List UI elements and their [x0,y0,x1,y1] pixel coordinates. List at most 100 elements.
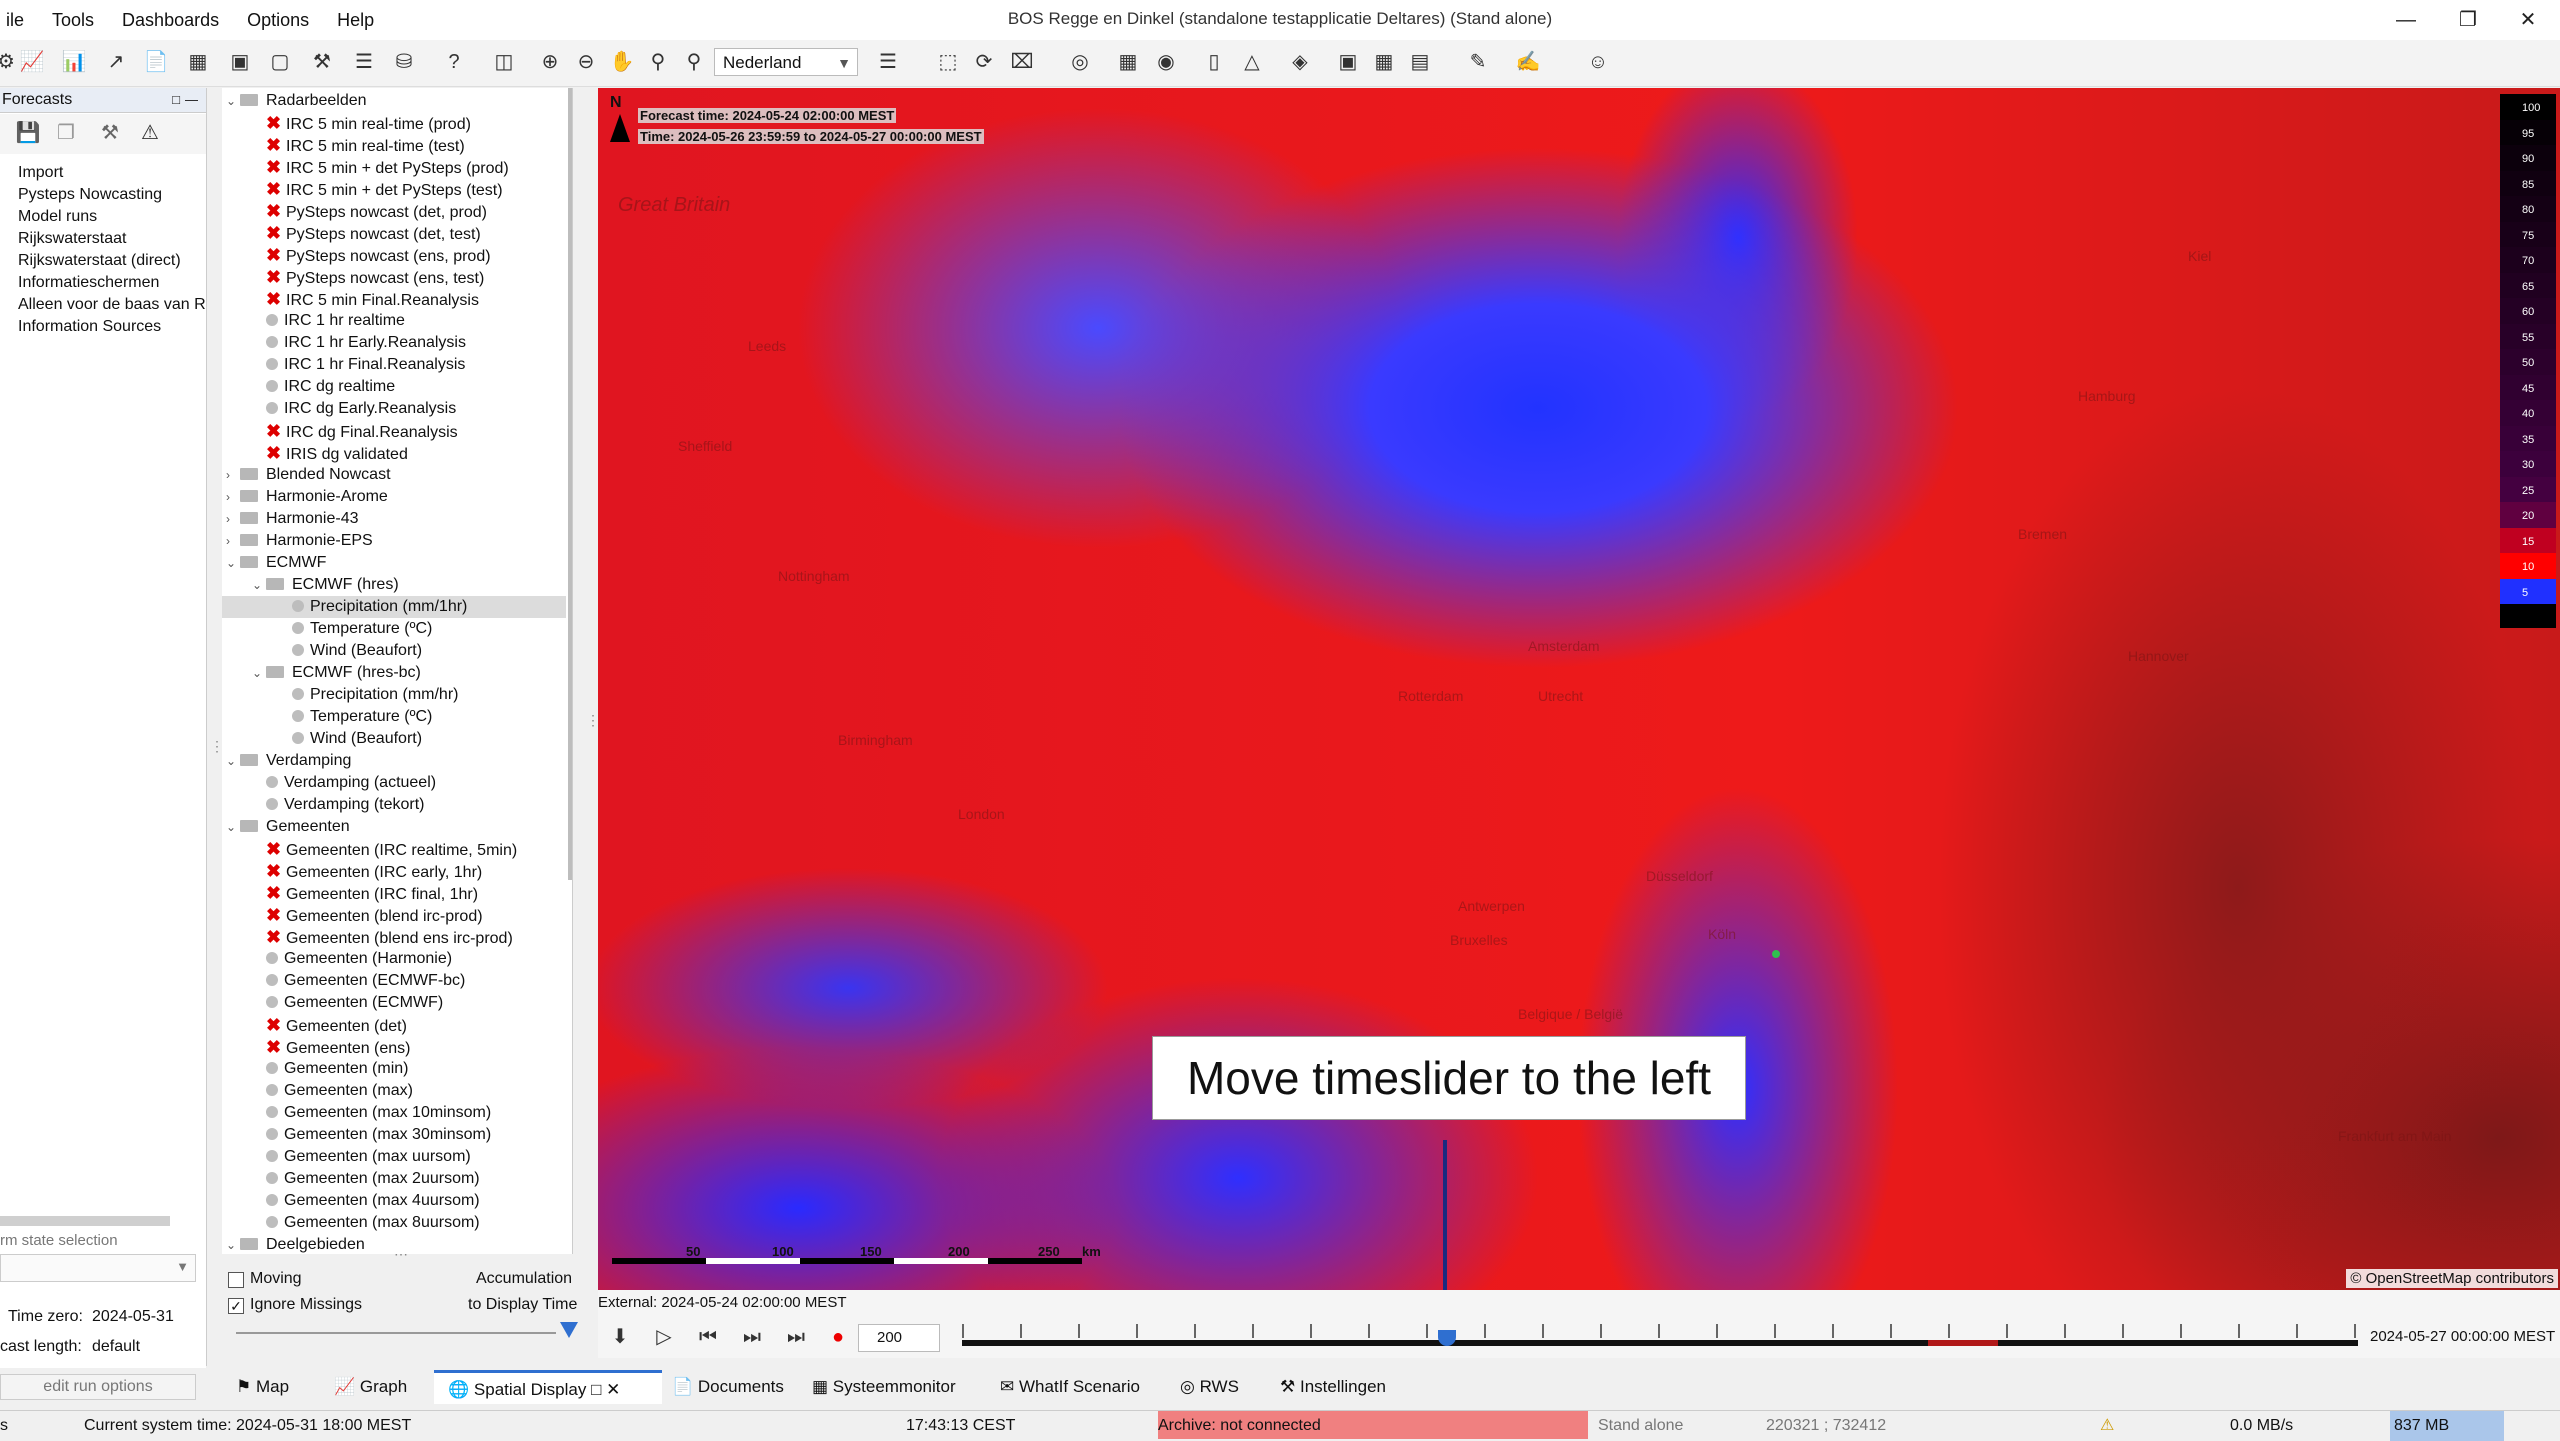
chevron-down-icon[interactable]: ⌄ [252,666,263,680]
tree-node[interactable]: ✖ PySteps nowcast (ens, prod) [222,244,566,266]
chevron-down-icon[interactable]: ⌄ [226,1238,237,1252]
pan-icon[interactable]: ✋ [609,51,635,73]
tree-node[interactable]: ✖ PySteps nowcast (det, test) [222,222,566,244]
bar-icon[interactable]: ▯ [1208,51,1220,73]
panel-icon[interactable]: ▤ [1410,51,1430,73]
timeslider-thumb[interactable] [1438,1330,1456,1346]
tiles-icon[interactable]: ▦ [1374,51,1394,73]
menu-dashboards[interactable]: Dashboards [122,10,220,30]
tree-node[interactable]: ✖ Gemeenten (IRC early, 1hr) [222,860,566,882]
grid-icon[interactable]: ▦ [1118,51,1138,73]
tree-node[interactable]: Verdamping (actueel) [222,772,566,794]
table-icon[interactable]: ▦ [188,51,208,73]
play-icon[interactable]: ▷ [656,1326,672,1348]
menu-file[interactable]: ile [6,10,25,30]
file-icon[interactable]: ▢ [270,51,290,73]
tree-node[interactable]: Precipitation (mm/1hr) [222,596,566,618]
chart-icon[interactable]: 📈 [19,51,45,73]
tree-node[interactable]: IRC dg Early.Reanalysis [222,398,566,420]
region-select[interactable]: Nederland ▼ [714,48,858,76]
minimize-icon[interactable]: — [2396,9,2416,31]
tree-node[interactable]: Wind (Beaufort) [222,728,566,750]
download-icon[interactable]: ⬇ [611,1326,629,1348]
list-icon[interactable]: ☰ [355,51,373,73]
horizontal-scrollbar[interactable] [0,1216,170,1226]
tab-documents[interactable]: 📄 Documents [672,1370,792,1404]
chevron-right-icon[interactable]: › [226,534,230,548]
graph-icon[interactable]: 📊 [61,51,87,73]
target-icon[interactable]: ◎ [1071,51,1089,73]
tab-map[interactable]: ⚑ Map [236,1370,314,1404]
tree-node[interactable]: Gemeenten (ECMWF) [222,992,566,1014]
tree-node[interactable]: Wind (Beaufort) [222,640,566,662]
accumulation-slider-thumb[interactable] [560,1322,578,1338]
chevron-right-icon[interactable]: › [226,468,230,482]
forecast-item[interactable]: Model runs [18,208,98,225]
tree-node[interactable]: Gemeenten (max) [222,1080,566,1102]
toolbar-icon-1[interactable]: ⚙ [0,51,15,73]
tree-node[interactable]: ✖ IRC 5 min Final.Reanalysis [222,288,566,310]
tree-node[interactable]: ✖ Gemeenten (blend ens irc-prod) [222,926,566,948]
tree-node[interactable]: Gemeenten (ECMWF-bc) [222,970,566,992]
tree-node[interactable]: IRC dg realtime [222,376,566,398]
zoom-in-icon[interactable]: ⊕ [541,51,559,73]
chevron-right-icon[interactable]: › [226,512,230,526]
ignore-missings-checkbox[interactable]: ✓ [228,1298,244,1314]
tab-rws[interactable]: ◎ RWS [1180,1370,1260,1404]
tree-node[interactable]: ✖ Gemeenten (IRC realtime, 5min) [222,838,566,860]
pen-icon[interactable]: ✎ [1469,51,1487,73]
tree-node[interactable]: ✖ IRC 5 min real-time (prod) [222,112,566,134]
overlay-icon[interactable]: ◈ [1292,51,1308,73]
database-icon[interactable]: ⛁ [395,51,413,73]
tree-node[interactable]: ⌄ Deelgebieden [222,1234,566,1254]
warning-icon[interactable]: ⚠ [141,122,159,144]
step-back-icon[interactable]: ⏮ [699,1326,717,1348]
tab-float-icon[interactable]: □ [591,1380,602,1399]
edit-run-options-button[interactable]: edit run options [0,1374,196,1400]
line-chart-icon[interactable]: ↗ [107,51,125,73]
record-icon[interactable]: ● [831,1326,845,1348]
tab-close-icon[interactable]: ✕ [606,1380,621,1399]
image-icon[interactable]: ▣ [230,51,250,73]
tree-node[interactable]: IRC 1 hr Final.Reanalysis [222,354,566,376]
tree-node[interactable]: ✖ PySteps nowcast (ens, test) [222,266,566,288]
tree-node[interactable]: › Harmonie-43 [222,508,566,530]
chevron-down-icon[interactable]: ⌄ [252,578,263,592]
value-icon[interactable]: ◉ [1157,51,1175,73]
tree-node[interactable]: ✖ PySteps nowcast (det, prod) [222,200,566,222]
tree-node[interactable]: Gemeenten (max uursom) [222,1146,566,1168]
tab-spatial-display[interactable]: 🌐 Spatial Display □ ✕ [434,1370,662,1404]
wrench-icon[interactable]: ⚒ [101,122,119,144]
tree-node[interactable]: Gemeenten (Harmonie) [222,948,566,970]
help-icon[interactable]: ? [448,51,460,73]
tree-node[interactable]: Temperature (ºC) [222,618,566,640]
forecast-item[interactable]: Rijkswaterstaat (direct) [18,252,181,269]
forecast-item[interactable]: Informatieschermen [18,274,160,291]
tab-whatif-scenario[interactable]: ✉ WhatIf Scenario [1000,1370,1160,1404]
tree-node[interactable]: ✖ IRIS dg validated [222,442,566,464]
panel-restore-icon[interactable]: □ [172,92,180,107]
tree-node[interactable]: ⌄ Verdamping [222,750,566,772]
tree-node[interactable]: ✖ IRC 5 min + det PySteps (test) [222,178,566,200]
tree-node[interactable]: Gemeenten (max 10minsom) [222,1102,566,1124]
location-marker[interactable] [1772,950,1780,958]
tab-graph[interactable]: 📈 Graph [334,1370,424,1404]
tree-node[interactable]: ⌄ Radarbeelden [222,90,566,112]
chevron-down-icon[interactable]: ⌄ [226,754,237,768]
chevron-down-icon[interactable]: ⌄ [226,820,237,834]
tree-node[interactable]: ✖ IRC dg Final.Reanalysis [222,420,566,442]
ruler-icon[interactable]: ⌧ [1010,51,1034,73]
copy-icon[interactable]: ❐ [57,122,75,144]
tree-node[interactable]: ✖ Gemeenten (det) [222,1014,566,1036]
tree-node[interactable]: ✖ IRC 5 min real-time (test) [222,134,566,156]
close-icon[interactable]: ✕ [2519,9,2537,31]
tree-node[interactable]: › Harmonie-Arome [222,486,566,508]
tree-node[interactable]: Gemeenten (max 30minsom) [222,1124,566,1146]
wrench-icon[interactable]: ⚒ [313,51,331,73]
accumulation-slider-track[interactable] [236,1332,556,1334]
select-box-icon[interactable]: ⬚ [938,51,958,73]
tree-node[interactable]: › Blended Nowcast [222,464,566,486]
warning-icon[interactable]: △ [1244,51,1260,73]
tree-node[interactable]: ✖ IRC 5 min + det PySteps (prod) [222,156,566,178]
tree-node[interactable]: Gemeenten (max 8uursom) [222,1212,566,1234]
